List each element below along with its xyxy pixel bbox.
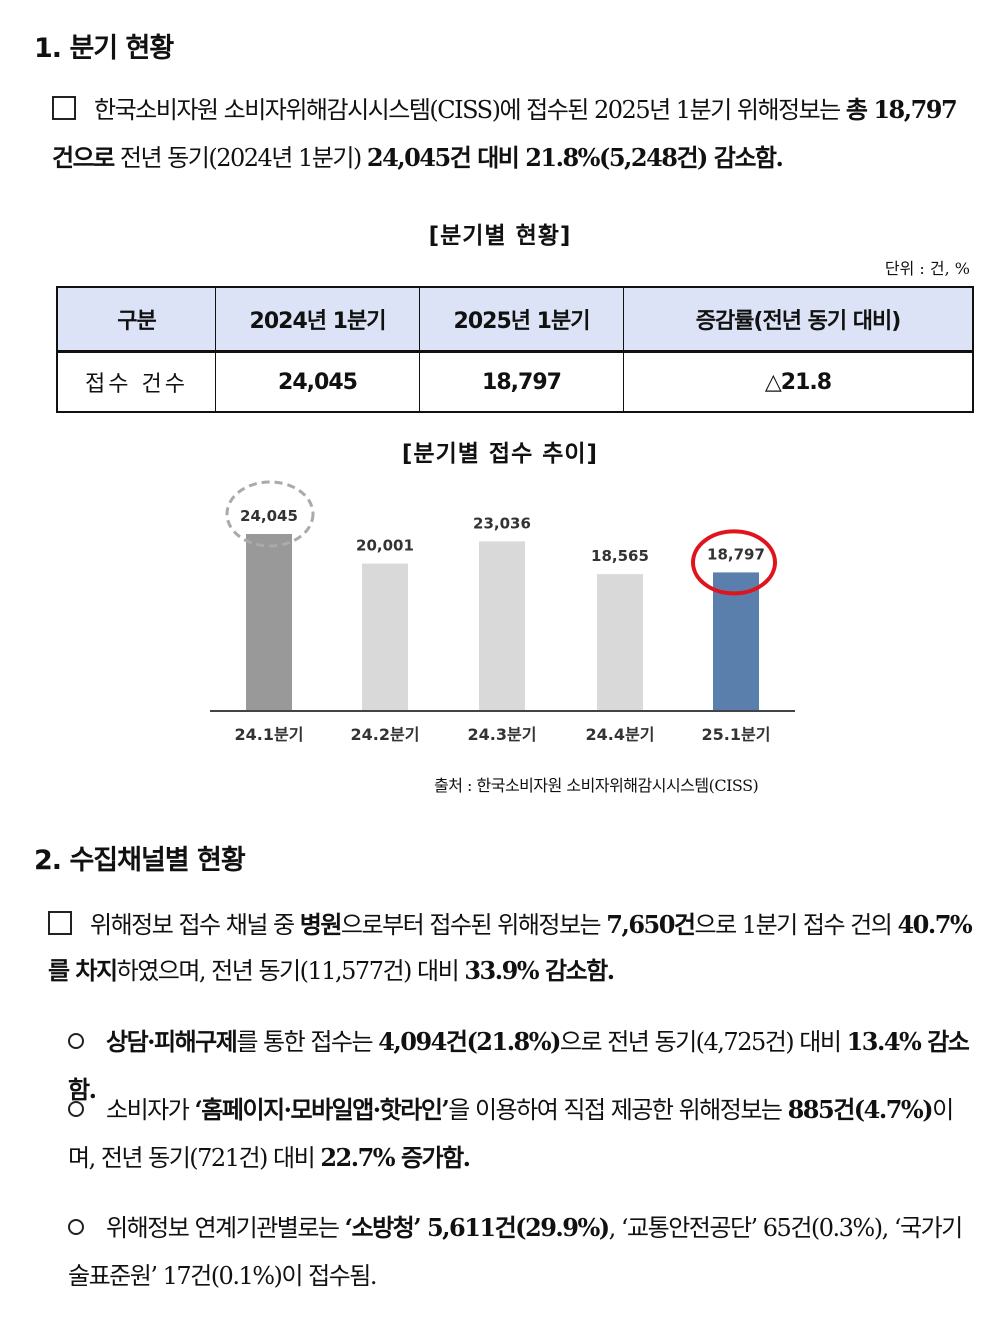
- bar: [597, 574, 643, 710]
- bold-text: 885건(4.7%): [787, 1095, 934, 1124]
- dashed-highlight-circle: [225, 480, 315, 548]
- circle-bullet-icon: [68, 1033, 84, 1049]
- section1-title: 1. 분기 현황: [34, 33, 174, 64]
- text: 위해정보 접수 채널 중: [90, 911, 300, 939]
- data-label: 23,036: [473, 514, 531, 532]
- bold-text: ‘소방청’ 5,611건(29.9%): [344, 1213, 611, 1242]
- checkbox-square-icon: [48, 911, 72, 935]
- category-label: 25.1분기: [702, 725, 771, 744]
- table-row: 접수 건수 24,045 18,797 △21.8: [56, 351, 974, 413]
- header-cell: 2025년 1분기: [419, 286, 624, 353]
- text: 를 통한 접수는: [236, 1028, 379, 1056]
- text: 이며, 전년 동기(721건) 대비: [68, 1096, 954, 1172]
- bold-text: 33.9% 감소함.: [464, 956, 615, 985]
- red-highlight-circle: [691, 529, 777, 596]
- section2-paragraph: 위해정보 접수 채널 중 병원으로부터 접수된 위해정보는 7,650건으로 1…: [48, 902, 973, 994]
- category-label: 24.4분기: [586, 725, 655, 744]
- text: 을 이용하여 직접 제공한 위해정보는: [448, 1096, 788, 1124]
- section2-title: 2. 수집채널별 현황: [34, 845, 246, 876]
- category-label: 24.3분기: [468, 725, 537, 744]
- bullet-item: 소비자가 ‘홈페이지·모바일앱·핫라인’을 이용하여 직접 제공한 위해정보는 …: [68, 1086, 973, 1182]
- bold-text: 22.7% 증가함.: [320, 1143, 471, 1172]
- chart-caption: [분기별 접수 추이]: [401, 441, 599, 467]
- checkbox-square-icon: [52, 96, 76, 120]
- category-label: 24.1분기: [235, 725, 304, 744]
- bold-text: 4,094건(21.8%): [378, 1027, 561, 1056]
- text: 전년 동기(2024년 1분기): [113, 144, 367, 172]
- bold-text: 병원: [299, 910, 343, 939]
- quarter-table: 구분 2024년 1분기 2025년 1분기 증감률(전년 동기 대비) 접수 …: [56, 286, 974, 413]
- bold-text: 상담·피해구제: [106, 1027, 238, 1056]
- bar: [362, 563, 408, 710]
- bar: [479, 541, 525, 710]
- bold-text: 7,650건: [606, 910, 696, 939]
- table-caption: [분기별 현황]: [428, 223, 572, 249]
- unit-label: 단위 : 건, %: [884, 259, 970, 278]
- data-label: 24,045: [240, 507, 298, 525]
- text: 으로 1분기 접수 건의: [694, 911, 898, 939]
- text: 하였으며, 전년 동기(11,577건) 대비: [116, 957, 465, 985]
- bold-text: 총 18,797건으로: [52, 95, 958, 172]
- section1-paragraph: 한국소비자원 소비자위해감시시스템(CISS)에 접수된 2025년 1분기 위…: [52, 86, 972, 182]
- text: 으로 전년 동기(4,725건) 대비: [559, 1028, 847, 1056]
- bar: [246, 534, 292, 710]
- data-label: 18,565: [591, 547, 649, 565]
- bold-text: 40.7%를 차지: [48, 910, 973, 985]
- circle-bullet-icon: [68, 1219, 84, 1235]
- text: , ‘교통안전공단’ 65건(0.3%), ‘국가기술표준원’ 17건(0.1%…: [68, 1214, 963, 1290]
- circle-bullet-icon: [68, 1101, 84, 1117]
- header-cell: 구분: [56, 286, 216, 353]
- text: 소비자가: [106, 1096, 195, 1124]
- header-cell: 2024년 1분기: [215, 286, 420, 353]
- bullet-item: 상담·피해구제를 통한 접수는 4,094건(21.8%)으로 전년 동기(4,…: [68, 1018, 973, 1114]
- text: 한국소비자원 소비자위해감시시스템(CISS)에 접수된 2025년 1분기 위…: [94, 96, 846, 124]
- value-cell: 18,797: [419, 351, 624, 413]
- category-label: 24.2분기: [351, 725, 420, 744]
- text: 으로부터 접수된 위해정보는: [340, 911, 607, 939]
- bar-chart: 24,045 24.1분기 20,001 24.2분기 23,036 24.3분기 18,5…: [210, 480, 795, 744]
- bold-text: ‘홈페이지·모바일앱·핫라인’: [194, 1095, 449, 1124]
- header-cell: 증감률(전년 동기 대비): [623, 286, 974, 353]
- bold-text: 24,045건 대비 21.8%(5,248건) 감소함.: [366, 143, 784, 172]
- row-label: 접수 건수: [56, 351, 216, 413]
- chart-source: 출처 : 한국소비자원 소비자위해감시시스템(CISS): [434, 776, 759, 795]
- bullet-item: 위해정보 연계기관별로는 ‘소방청’ 5,611건(29.9%), ‘교통안전공…: [68, 1204, 973, 1300]
- table-header-row: 구분 2024년 1분기 2025년 1분기 증감률(전년 동기 대비): [56, 286, 974, 353]
- text: 위해정보 연계기관별로는: [106, 1214, 345, 1242]
- bold-text: 13.4% 감소함.: [68, 1027, 970, 1104]
- data-label: 20,001: [356, 537, 414, 555]
- data-label: 18,797: [707, 545, 765, 563]
- value-cell: △21.8: [623, 351, 974, 413]
